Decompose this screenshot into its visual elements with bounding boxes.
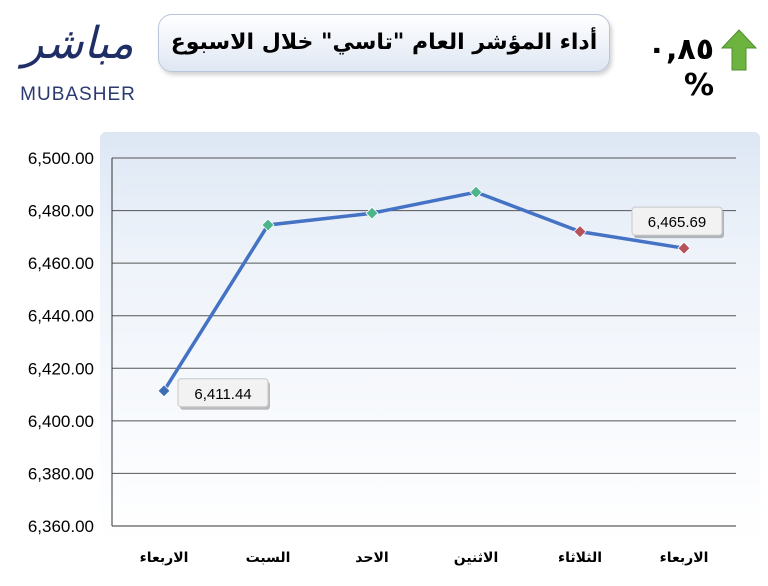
title-banner: أداء المؤشر العام "تاسي" خلال الاسبوع xyxy=(158,14,610,72)
x-tick-label: السبت xyxy=(246,550,291,566)
x-tick-label: الاربعاء xyxy=(140,550,189,566)
y-tick-label: 6,400.00 xyxy=(28,412,94,431)
data-label: 6,411.44 xyxy=(194,386,251,403)
x-tick-label: الاربعاء xyxy=(660,550,709,566)
y-tick-label: 6,360.00 xyxy=(28,517,94,536)
data-label: 6,465.69 xyxy=(648,214,706,231)
data-label-box xyxy=(177,378,269,408)
x-tick-label: الاثنين xyxy=(454,550,499,566)
data-point-marker xyxy=(677,241,691,255)
y-tick-label: 6,380.00 xyxy=(28,464,94,483)
up-arrow-icon xyxy=(720,29,758,71)
y-tick-label: 6,440.00 xyxy=(28,307,94,326)
y-tick-label: 6,460.00 xyxy=(28,254,94,273)
logo-english: MUBASHER xyxy=(20,84,136,105)
series-line xyxy=(162,190,685,392)
data-point-marker xyxy=(573,225,587,239)
data-point-marker xyxy=(157,384,171,398)
x-tick-label: الثلاثاء xyxy=(558,550,602,566)
data-point-marker xyxy=(261,218,275,232)
mubasher-logo: مباشر MUBASHER xyxy=(8,14,148,110)
y-tick-label: 6,500.00 xyxy=(28,149,94,168)
data-label-box xyxy=(631,206,723,236)
y-tick-label: 6,420.00 xyxy=(28,359,94,378)
data-point-marker xyxy=(365,206,379,220)
chart-title: أداء المؤشر العام "تاسي" خلال الاسبوع xyxy=(170,30,598,55)
y-tick-label: 6,480.00 xyxy=(28,202,94,221)
weekly-change: ٠,٨٥ % xyxy=(614,28,764,103)
x-tick-label: الاحد xyxy=(355,550,388,566)
change-percent: ٠,٨٥ % xyxy=(647,32,714,103)
data-point-marker xyxy=(469,185,483,199)
logo-arabic: مباشر xyxy=(22,18,134,69)
